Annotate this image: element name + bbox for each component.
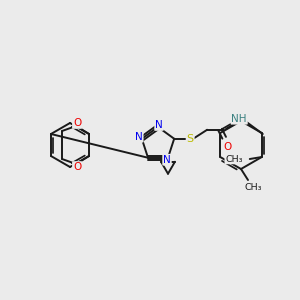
Text: CH₃: CH₃ — [244, 184, 262, 193]
Text: CH₃: CH₃ — [225, 154, 243, 164]
Text: O: O — [73, 162, 81, 172]
Text: N: N — [135, 132, 143, 142]
Text: N: N — [155, 120, 163, 130]
Text: O: O — [223, 142, 231, 152]
Text: NH: NH — [231, 114, 247, 124]
Text: S: S — [187, 134, 194, 144]
Text: O: O — [73, 118, 81, 128]
Text: N: N — [163, 155, 171, 165]
